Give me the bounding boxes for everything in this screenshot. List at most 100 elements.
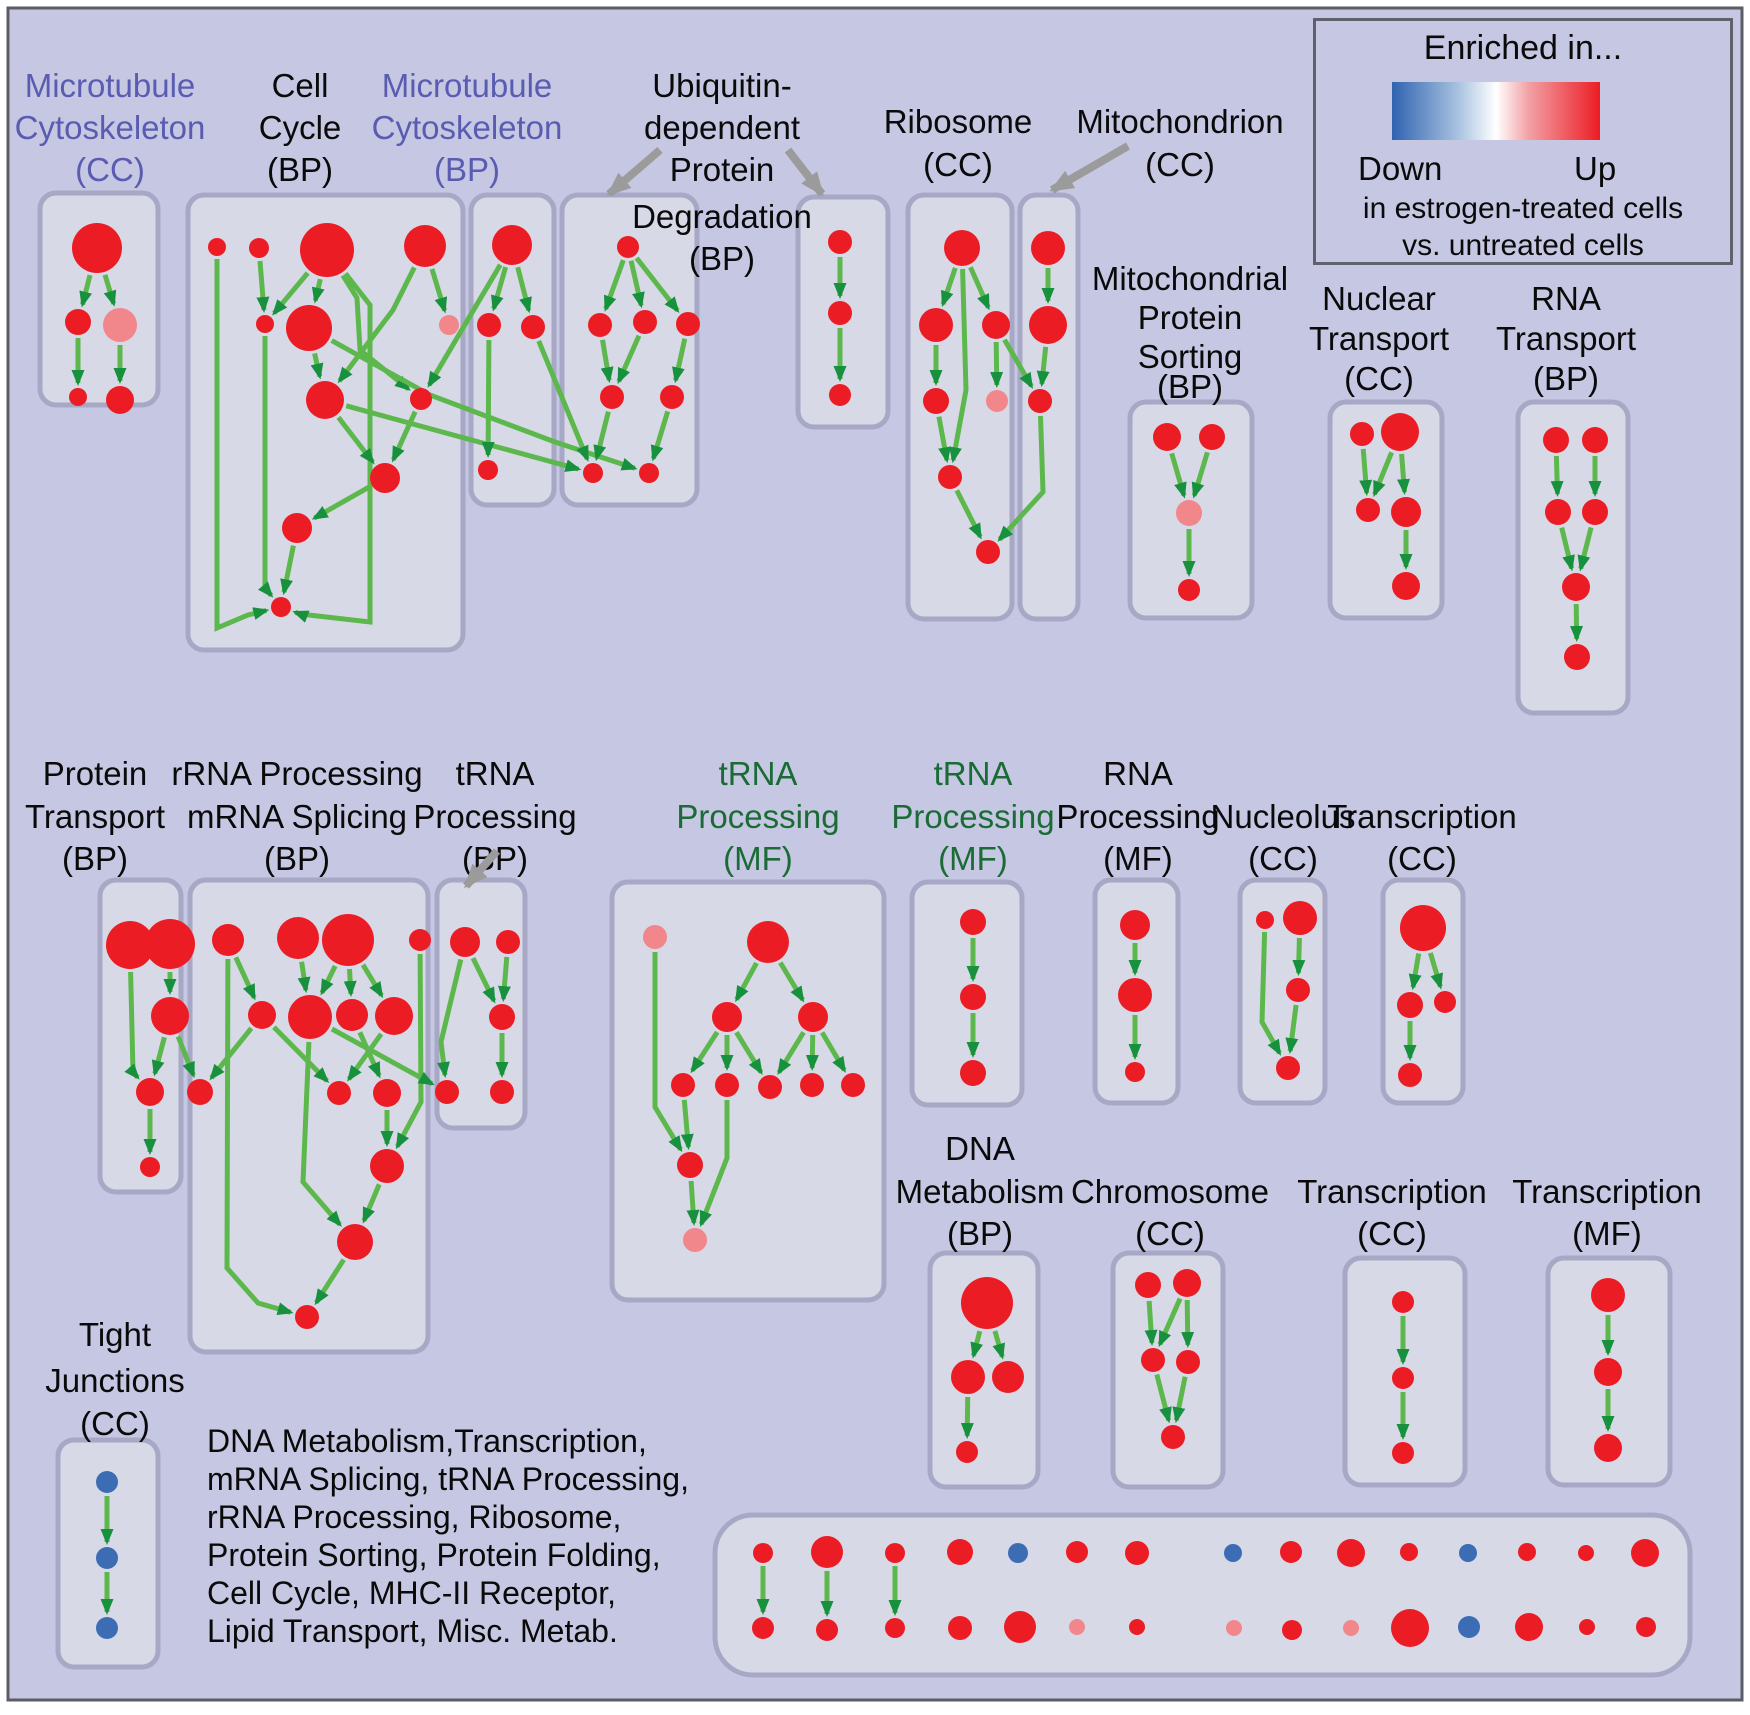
- go-term-node-F6: [938, 465, 962, 489]
- go-term-node-B12: [271, 597, 291, 617]
- category-label-trna-processing-mf-1-line1: tRNA: [719, 755, 798, 792]
- go-term-node-J2: [1582, 427, 1608, 453]
- edge-arrow-L13-L14: [314, 1258, 346, 1306]
- category-label-transcription-cc-mid-line1: Transcription: [1327, 798, 1517, 835]
- go-term-node-N1: [643, 925, 667, 949]
- edge-arrow-L5-L10: [272, 1025, 330, 1084]
- edge-arrow-J5-J6: [1570, 603, 1584, 642]
- go-term-node-J5: [1562, 573, 1590, 601]
- edge-arrow-N4-N7: [776, 1030, 806, 1076]
- edge-arrow-L12-L13: [361, 1183, 382, 1224]
- go-term-node-F4: [923, 388, 949, 414]
- go-term-node-I4: [1391, 497, 1421, 527]
- go-term-node-B6: [286, 305, 332, 351]
- legend-axis-labels: Down Up: [1316, 150, 1730, 190]
- go-term-node-M2: [496, 930, 520, 954]
- go-term-node-H1: [1153, 423, 1181, 451]
- go-term-node-X15t: [1631, 1539, 1659, 1567]
- category-label-tight-junctions-cc-line1: Tight: [79, 1316, 151, 1353]
- edge-arrow-B3-B6: [311, 278, 325, 304]
- pointer-arrow-icon-3: [1049, 142, 1131, 194]
- go-term-node-T5: [1161, 1425, 1185, 1449]
- category-label-dna-metabolism-bp-line3: (BP): [947, 1215, 1013, 1252]
- category-label-microtubule-cytoskeleton-cc-line3: (CC): [75, 151, 145, 188]
- edge-arrow-N10-N11: [686, 1180, 700, 1226]
- category-label-dna-metabolism-bp-line1: DNA: [945, 1130, 1015, 1167]
- category-label-microtubule-cytoskeleton-cc-line1: Microtubule: [25, 67, 196, 104]
- go-term-node-L11: [373, 1079, 401, 1107]
- category-label-mitochondrial-protein-sorting-bp-line2: Protein: [1138, 299, 1243, 336]
- edge-arrow-I1-I3: [1359, 448, 1373, 497]
- go-term-node-X5t: [1008, 1543, 1028, 1563]
- category-label-rna-processing-mf-line2: Processing: [1056, 798, 1219, 835]
- category-label-tight-junctions-cc-line2: Junctions: [45, 1362, 184, 1399]
- go-term-node-I3: [1356, 498, 1380, 522]
- go-term-node-S4: [956, 1441, 978, 1463]
- go-term-node-X14b: [1579, 1619, 1595, 1635]
- edge-arrow-N3-N5: [690, 1030, 720, 1074]
- go-term-node-X4t: [947, 1539, 973, 1565]
- go-term-node-X1b: [752, 1617, 774, 1639]
- go-term-node-M5: [490, 1080, 514, 1104]
- category-label-nucleolus-cc-line1: Nucleolus: [1211, 798, 1356, 835]
- edge-arrow-C3-D7: [536, 339, 590, 462]
- edge-arrow-K1-K4: [124, 971, 140, 1080]
- go-term-node-X3b: [885, 1618, 905, 1638]
- edge-arrow-D6-D8: [650, 410, 671, 462]
- edge-arrow-M2-M3: [497, 956, 511, 1003]
- go-term-node-X13b: [1515, 1613, 1543, 1641]
- category-label-dna-metabolism-bp-line2: Metabolism: [896, 1173, 1065, 1210]
- edge-arrow-B8-D7: [345, 403, 582, 472]
- go-term-node-B7: [439, 315, 459, 335]
- category-label-mitochondrial-protein-sorting-bp-line3: Sorting: [1138, 338, 1243, 375]
- go-term-node-B10: [370, 463, 400, 493]
- category-label-mitochondrion-cc-line1: Mitochondrion: [1076, 103, 1283, 140]
- go-term-node-D7: [583, 463, 603, 483]
- go-term-node-B4: [404, 225, 446, 267]
- go-term-node-X7b: [1129, 1619, 1145, 1635]
- category-label-rrna-processing-mrna-splicing-bp-line1: rRNA Processing: [171, 755, 422, 792]
- edge-arrow-D3-D5: [616, 334, 642, 385]
- go-term-node-X11b: [1391, 1609, 1429, 1647]
- edge-arrow-F1-F6: [949, 268, 969, 464]
- category-label-trna-processing-mf-1-line3: (MF): [723, 840, 793, 877]
- edge-arrow-B2-B5: [256, 260, 270, 313]
- misc-categories-note-line5: Cell Cycle, MHC-II Receptor,: [207, 1575, 616, 1611]
- category-label-ubiquitin-degradation-bp-line4: Degradation: [632, 198, 812, 235]
- category-label-rna-processing-mf-line1: RNA: [1103, 755, 1173, 792]
- group-box-mixed-bottom: [712, 1512, 1693, 1678]
- go-term-node-D8: [639, 463, 659, 483]
- edge-arrow-L3-L7: [343, 968, 357, 997]
- go-term-node-X8b: [1226, 1620, 1242, 1636]
- go-term-node-A3: [103, 308, 137, 342]
- go-term-node-J6: [1564, 644, 1590, 670]
- go-term-node-L14: [295, 1305, 319, 1329]
- edge-arrow-F4-F6: [936, 416, 951, 464]
- category-label-rrna-processing-mrna-splicing-bp-line2: mRNA Splicing: [187, 798, 407, 835]
- go-term-node-S1: [961, 1277, 1013, 1329]
- go-term-node-A2: [65, 309, 91, 335]
- edge-arrow-N4-N9: [819, 1031, 847, 1073]
- go-term-node-G3: [1028, 389, 1052, 413]
- group-box-trna-mf-big: [609, 879, 887, 1303]
- go-term-node-X9t: [1280, 1541, 1302, 1563]
- go-term-node-V1: [1591, 1278, 1625, 1312]
- go-term-node-F1: [944, 230, 980, 266]
- go-term-node-U1: [1392, 1291, 1414, 1313]
- go-term-node-C3: [521, 315, 545, 339]
- go-term-node-X13t: [1518, 1543, 1536, 1561]
- group-box-nuclear-transport: [1327, 399, 1445, 621]
- group-box-mtcc: [37, 190, 161, 408]
- go-term-node-U2: [1392, 1367, 1414, 1389]
- category-label-ribosome-cc-line2: (CC): [923, 146, 993, 183]
- category-label-trna-processing-mf-2-line3: (MF): [938, 840, 1008, 877]
- misc-categories-note-line6: Lipid Transport, Misc. Metab.: [207, 1613, 618, 1649]
- edge-arrow-L1-L14: [224, 958, 294, 1315]
- go-term-node-X3t: [885, 1543, 905, 1563]
- misc-categories-note-line2: mRNA Splicing, tRNA Processing,: [207, 1461, 689, 1497]
- category-label-cell-cycle-bp-line1: Cell: [272, 67, 329, 104]
- go-term-node-T3: [1141, 1348, 1165, 1372]
- category-label-mitochondrial-protein-sorting-bp-line1: Mitochondrial: [1092, 260, 1288, 297]
- edge-arrow-K3-L9: [175, 1035, 196, 1079]
- go-term-node-T1: [1135, 1272, 1161, 1298]
